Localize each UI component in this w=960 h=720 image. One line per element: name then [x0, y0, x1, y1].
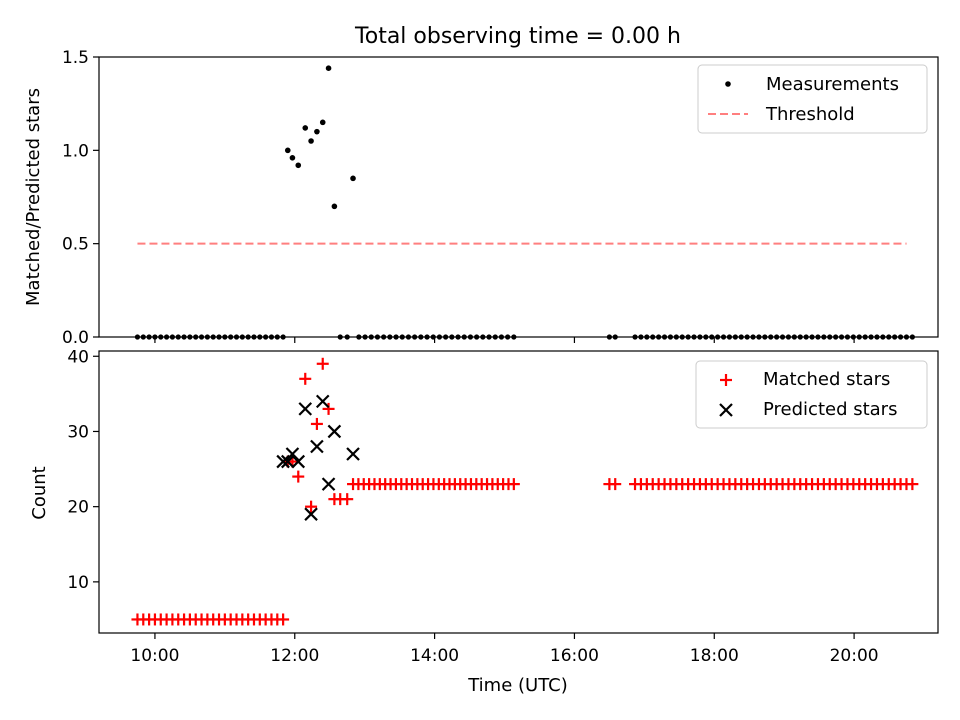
top-y-ticks: 0.0 0.5 1.0 1.5	[62, 48, 99, 348]
bottom-x-tick-label: 12:00	[270, 646, 319, 666]
bottom-y-axis-label: Count	[29, 466, 50, 519]
matched-star-point	[277, 613, 290, 626]
measurement-point	[319, 119, 326, 126]
bottom-x-tick-label: 10:00	[130, 646, 179, 666]
top-legend-measurements-label: Measurements	[766, 74, 899, 95]
top-plot-frame	[98, 56, 939, 338]
bottom-legend-matched-marker	[720, 374, 732, 386]
matched-star-point	[322, 402, 335, 415]
matched-star-point	[292, 470, 305, 483]
bottom-legend-box	[695, 360, 928, 429]
matched-star-point	[299, 372, 312, 385]
measurement-point	[289, 155, 296, 161]
predicted-star-point	[310, 439, 324, 454]
matched-star-point	[341, 493, 354, 506]
predicted-star-point	[298, 402, 313, 416]
matched-star-point	[310, 417, 323, 430]
bottom-y-tick-label: 30	[67, 422, 89, 442]
matched-star-point	[609, 478, 622, 491]
bottom-legend-matched-label: Matched stars	[763, 369, 890, 390]
predicted-star-point	[276, 454, 290, 469]
top-legend-box	[697, 64, 928, 134]
predicted-star-point	[280, 454, 295, 469]
predicted-star-point	[315, 394, 330, 409]
measurement-point	[331, 203, 338, 210]
top-legend: Measurements Threshold	[697, 64, 928, 134]
bottom-legend-predicted-marker	[719, 403, 733, 417]
matched-star-point	[507, 478, 520, 491]
bottom-legend-predicted-label: Predicted stars	[763, 399, 897, 420]
measurement-point	[350, 175, 356, 182]
top-y-tick-label: 0.5	[62, 235, 89, 255]
predicted-star-point	[285, 447, 300, 461]
measurement-point	[325, 65, 332, 71]
measurement-point	[284, 147, 291, 154]
top-y-axis-label: Matched/Predicted stars	[23, 88, 44, 306]
top-legend-threshold-label: Threshold	[765, 104, 855, 125]
predicted-star-point	[291, 454, 306, 469]
bottom-y-tick-label: 40	[67, 347, 89, 367]
predicted-star-point	[346, 447, 360, 461]
bottom-legend: Matched stars Predicted stars	[695, 360, 928, 429]
bottom-y-tick-label: 20	[67, 498, 89, 518]
bottom-x-tick-label: 16:00	[550, 646, 599, 666]
top-y-tick-label: 1.5	[62, 48, 89, 68]
bottom-x-axis-label: Time (UTC)	[467, 675, 568, 696]
measurement-point	[308, 138, 314, 144]
predicted-star-point	[304, 507, 318, 521]
predicted-star-point	[321, 477, 336, 491]
top-chart-title: Total observing time = 0.00 h	[354, 24, 681, 49]
bottom-x-tick-label: 18:00	[690, 646, 739, 666]
bottom-plot-marks	[131, 357, 919, 626]
bottom-y-tick-label: 10	[67, 573, 89, 593]
matched-star-point	[316, 357, 329, 370]
measurement-point	[295, 162, 302, 169]
bottom-plot-frame	[98, 350, 939, 634]
top-y-tick-label: 1.0	[62, 141, 89, 161]
bottom-x-ticks: 10:00 12:00 14:00 16:00 18:00 20:00	[130, 633, 879, 666]
measurement-point	[302, 125, 309, 131]
matched-star-point	[906, 478, 919, 491]
bottom-x-tick-label: 14:00	[410, 646, 459, 666]
bottom-y-ticks: 10 20 30 40	[67, 347, 99, 593]
top-legend-measurements-marker	[725, 81, 731, 87]
top-y-tick-label: 0.0	[62, 328, 89, 348]
top-plot-marks	[134, 65, 915, 340]
measurement-point	[314, 128, 320, 135]
predicted-star-point	[327, 424, 342, 439]
bottom-x-tick-label: 20:00	[830, 646, 879, 666]
matched-star-point	[305, 500, 318, 513]
